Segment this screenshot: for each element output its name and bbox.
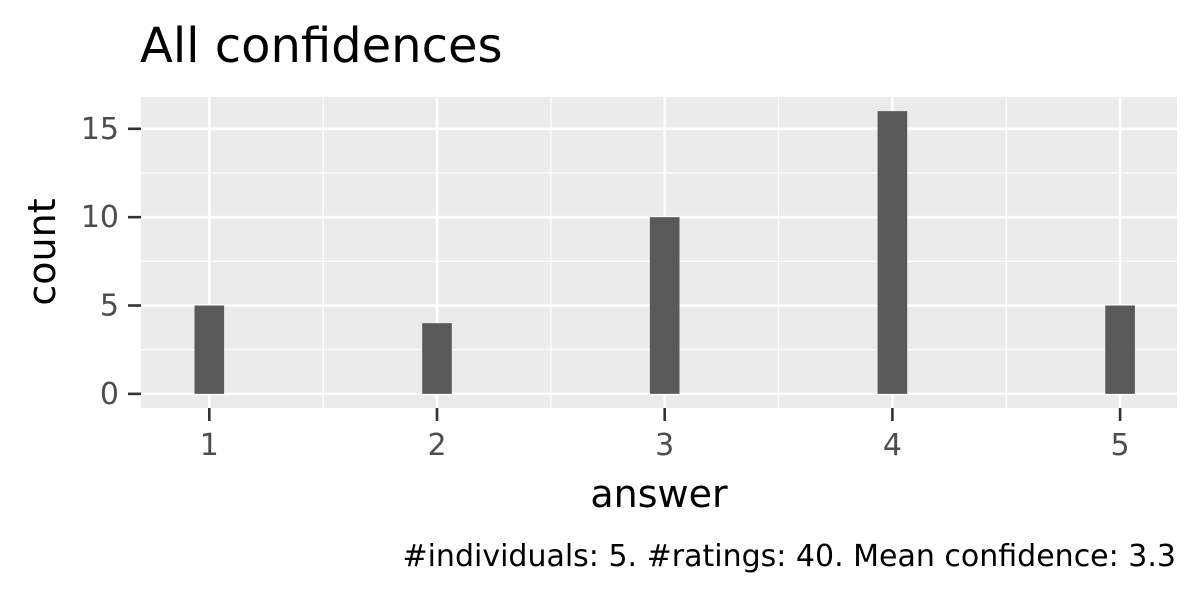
y-tick-label: 5 bbox=[100, 289, 119, 324]
bar-answer-3 bbox=[649, 217, 680, 394]
x-tick-label: 5 bbox=[1111, 428, 1130, 463]
y-tick-label: 0 bbox=[100, 377, 119, 412]
bars bbox=[194, 111, 1135, 394]
x-tick-label: 4 bbox=[883, 428, 902, 463]
x-axis-label: answer bbox=[590, 472, 728, 516]
x-axis: 1 2 3 4 5 bbox=[200, 408, 1130, 463]
x-tick-label: 2 bbox=[427, 428, 446, 463]
bar-answer-5 bbox=[1105, 305, 1135, 394]
bar-answer-4 bbox=[877, 111, 908, 394]
y-tick-label: 15 bbox=[81, 112, 119, 147]
bar-answer-2 bbox=[422, 323, 452, 394]
x-tick-label: 3 bbox=[655, 428, 674, 463]
y-tick-label: 10 bbox=[81, 200, 119, 235]
chart-title: All confidences bbox=[140, 18, 503, 74]
x-tick-label: 1 bbox=[200, 428, 219, 463]
bar-answer-1 bbox=[194, 305, 225, 394]
y-axis-label: count bbox=[20, 198, 64, 305]
y-axis: 0 5 10 15 bbox=[81, 112, 141, 412]
minor-gridlines-x bbox=[322, 97, 1007, 408]
chart-caption: #individuals: 5. #ratings: 40. Mean conf… bbox=[402, 539, 1176, 574]
